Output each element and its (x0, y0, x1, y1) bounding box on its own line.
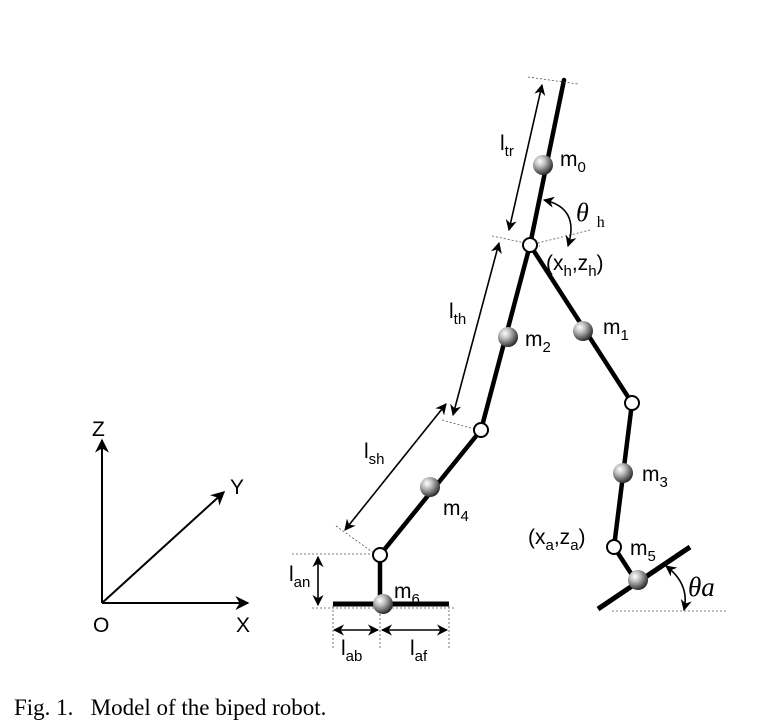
label-l-tr: ltr (500, 132, 514, 160)
y-axis-label: Y (230, 476, 244, 499)
l-sh-extension-bottom (335, 525, 379, 557)
label-l-sh: lsh (364, 440, 385, 468)
hip-angle-reference (529, 229, 591, 246)
mass-m6 (373, 594, 393, 614)
mass-m5 (628, 570, 648, 590)
label-l-ab: lab (341, 637, 362, 665)
ankle-joint-right (606, 539, 622, 555)
label-ankle-coordinates: (xa,za) (528, 526, 586, 554)
mass-m3 (613, 463, 633, 483)
l-tr-extension-top (527, 76, 579, 85)
biped-robot-diagram: Z Y X O (92, 76, 726, 665)
mass-m4 (420, 477, 440, 497)
mass-m1 (573, 321, 593, 341)
mass-m0 (533, 155, 553, 175)
z-axis-label: Z (92, 418, 105, 441)
knee-joint-left (473, 422, 489, 438)
label-hip-coordinates: (xh,zh) (546, 252, 604, 280)
label-m4: m4 (443, 497, 469, 525)
label-m0: m0 (560, 148, 586, 176)
theta-h-arc (542, 196, 577, 248)
origin-label: O (93, 614, 109, 637)
knee-joint-right (624, 395, 640, 411)
label-l-af: laf (410, 637, 428, 665)
figure-caption: Fig. 1. Model of the biped robot. (14, 695, 327, 720)
l-tr-dimension (505, 83, 546, 232)
coordinate-frame: Z Y X O (92, 418, 250, 637)
mass-m2 (498, 327, 518, 347)
ankle-joint-left (372, 547, 388, 563)
label-l-an: lan (289, 563, 310, 591)
label-m5: m5 (630, 537, 656, 565)
diagram-labels: ltr lth lsh lan lab laf m0 m1 m2 m3 m4 m… (289, 132, 715, 665)
label-m2: m2 (525, 328, 551, 356)
label-m3: m3 (642, 463, 668, 491)
theta-a-arc (665, 565, 692, 612)
l-sh-dimension (344, 403, 447, 531)
label-l-th: lth (449, 300, 466, 328)
label-theta-a: θa (688, 572, 715, 602)
hip-joint (522, 237, 538, 253)
x-axis-label: X (236, 614, 250, 637)
label-m6: m6 (394, 580, 420, 608)
y-axis (101, 491, 226, 604)
l-th-dimension (450, 241, 502, 417)
label-m1: m1 (603, 316, 629, 344)
